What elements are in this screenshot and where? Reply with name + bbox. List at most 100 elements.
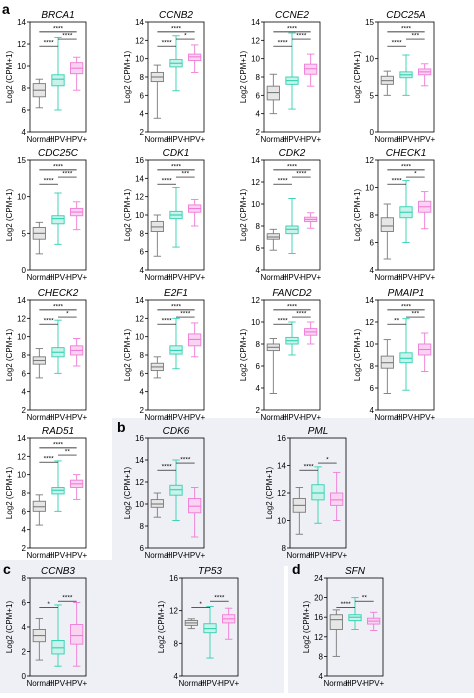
box-normal <box>150 492 164 518</box>
x-category-label: HPV+ <box>66 679 87 688</box>
significance-label: * <box>326 457 329 464</box>
x-category-label: Normal <box>323 679 349 688</box>
box-hpvminus <box>169 459 183 521</box>
y-tick-label: 0 <box>22 266 27 275</box>
box-hpvminus <box>51 604 65 667</box>
y-tick-label: 2 <box>22 544 27 553</box>
y-tick-label: 10 <box>17 62 26 71</box>
box-hpvminus <box>169 317 183 370</box>
box-hpvplus <box>418 332 432 372</box>
y-axis-label: Log2 (CPM+1) <box>353 189 362 242</box>
x-category-label: HPV+ <box>66 273 87 282</box>
y-tick-label: 2 <box>22 648 27 657</box>
x-category-label: HPV+ <box>300 135 321 144</box>
significance-label: ** <box>362 595 368 602</box>
y-tick-label: 6 <box>22 106 27 115</box>
y-tick-label: 6 <box>22 507 27 516</box>
box-hpvminus <box>399 318 413 391</box>
box-normal <box>150 214 164 257</box>
y-tick-label: 6 <box>256 244 261 253</box>
chart-title: CDC25C <box>38 148 79 159</box>
y-tick-label: 10 <box>251 318 260 327</box>
significance-label: **** <box>62 33 73 40</box>
significance-label: **** <box>53 303 64 310</box>
x-category-label: HPV- <box>49 679 68 688</box>
y-tick-label: 2 <box>256 128 261 137</box>
panel-label-d: d <box>292 561 301 577</box>
y-tick-label: 0 <box>370 128 375 137</box>
chart-title: RAD51 <box>42 426 74 437</box>
plot-frame <box>29 159 87 271</box>
y-axis-label: Log2 (CPM+1) <box>353 51 362 104</box>
box-hpvplus <box>70 201 84 231</box>
chart-title: CHECK1 <box>386 148 427 159</box>
chart-ccnb2: CCNB2 2 4 6 8 10 12 14 Log2 (CPM+1) NormalHPV-HPV… <box>123 10 206 144</box>
panel-b-background <box>112 418 474 566</box>
chart-title: CHECK2 <box>38 288 79 299</box>
y-tick-label: 6 <box>370 384 375 393</box>
y-tick-label: 4 <box>370 266 375 275</box>
significance-label: * <box>414 171 417 178</box>
y-tick-label: 10 <box>135 500 144 509</box>
significance-label: **** <box>287 163 298 170</box>
significance-label: **** <box>278 40 289 47</box>
box-normal <box>184 618 198 630</box>
significance-label: **** <box>278 178 289 185</box>
plot-frame <box>377 299 435 411</box>
x-category-label: HPV- <box>283 135 302 144</box>
box-hpvplus <box>188 487 202 538</box>
x-category-label: HPV+ <box>66 551 87 560</box>
y-tick-label: 12 <box>17 452 26 461</box>
box-normal <box>266 228 280 251</box>
chart-e2f1: E2F1 2 4 6 8 10 12 14 Log2 (CPM+1) NormalHPV-HPV+… <box>123 288 206 422</box>
y-tick-label: 6 <box>140 369 145 378</box>
significance-label: **** <box>214 595 225 602</box>
box-hpvminus <box>51 319 65 374</box>
y-tick-label: 8 <box>282 544 287 553</box>
box-iqr <box>70 624 84 645</box>
x-category-label: Normal <box>144 135 170 144</box>
x-category-label: HPV+ <box>414 135 435 144</box>
x-category-label: Normal <box>26 551 52 560</box>
box-hpvplus <box>330 471 344 521</box>
significance-label: **** <box>162 40 173 47</box>
y-tick-label: 16 <box>135 434 144 443</box>
significance-label: * <box>66 311 69 318</box>
box-hpvplus <box>367 611 381 631</box>
significance-label: **** <box>296 311 307 318</box>
y-tick-label: 6 <box>370 239 375 248</box>
y-tick-label: 4 <box>140 110 145 119</box>
box-normal <box>380 203 394 260</box>
chart-title: CCNB3 <box>41 566 75 577</box>
box-iqr <box>51 74 65 87</box>
significance-label: **** <box>53 163 64 170</box>
box-hpvminus <box>285 198 299 254</box>
box-normal <box>32 348 46 379</box>
box-hpvminus <box>348 597 362 630</box>
panel-label-c: c <box>3 561 11 577</box>
box-normal <box>292 487 306 535</box>
x-category-label: Normal <box>260 413 286 422</box>
x-category-label: Normal <box>260 273 286 282</box>
y-tick-label: 10 <box>365 55 374 64</box>
plot-frame <box>263 299 321 411</box>
y-tick-label: 8 <box>140 73 145 82</box>
chart-brca1: BRCA1 4 6 8 10 12 14 Log2 (CPM+1) NormalHPV-HPV+… <box>5 10 88 144</box>
box-hpvminus <box>51 192 65 245</box>
y-tick-label: 14 <box>17 434 26 443</box>
y-tick-label: 16 <box>135 156 144 165</box>
x-category-label: HPV+ <box>184 273 205 282</box>
x-category-label: HPV+ <box>300 413 321 422</box>
y-axis-label: Log2 (CPM+1) <box>5 467 14 520</box>
chart-title: CCNB2 <box>159 10 193 21</box>
y-tick-label: 15 <box>365 18 374 27</box>
y-tick-label: 4 <box>319 672 324 681</box>
box-iqr <box>311 484 325 501</box>
y-tick-label: 15 <box>17 156 26 165</box>
y-tick-label: 5 <box>370 91 375 100</box>
significance-label: * <box>47 601 50 608</box>
y-tick-label: 12 <box>277 489 286 498</box>
y-tick-label: 16 <box>314 613 323 622</box>
